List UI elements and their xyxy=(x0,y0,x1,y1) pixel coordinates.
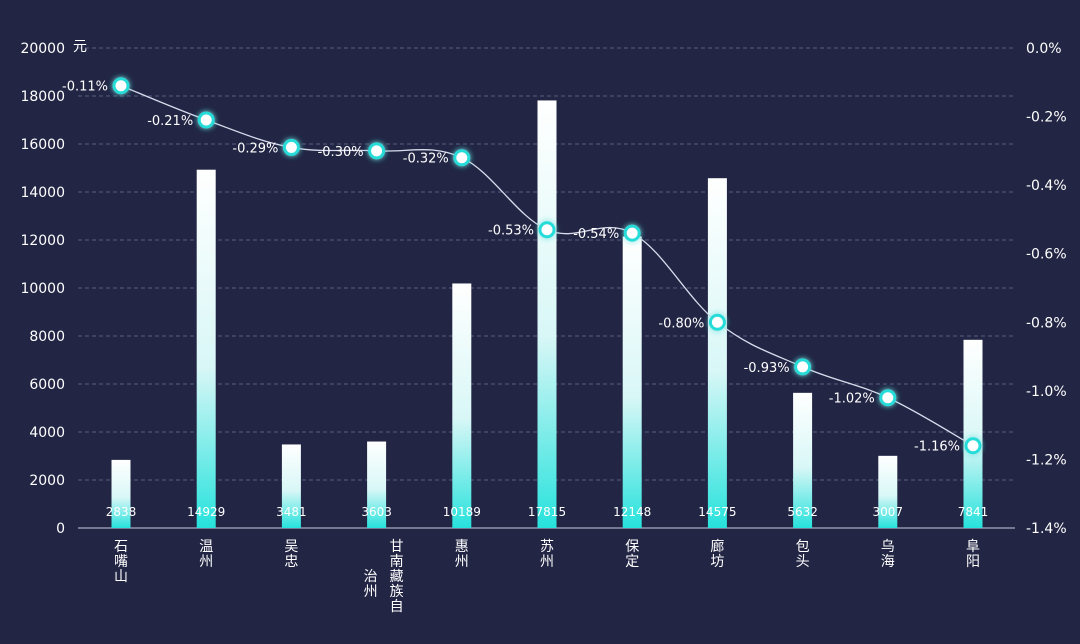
line-point xyxy=(708,313,726,331)
x-tick-label: 石 xyxy=(114,539,128,555)
x-tick-label: 州 xyxy=(540,554,554,570)
line-value-label: -0.29% xyxy=(232,141,278,156)
x-tick-label: 苏 xyxy=(540,539,554,555)
line-series xyxy=(112,77,982,455)
y-right-tick-label: -1.0% xyxy=(1026,384,1067,400)
y-left-tick-label: 2000 xyxy=(29,473,65,489)
line-point xyxy=(879,389,897,407)
bar-value-label: 3481 xyxy=(276,505,307,519)
bar xyxy=(622,236,642,528)
line-point xyxy=(538,221,556,239)
x-tick-label: 州 xyxy=(364,584,378,600)
line-value-label: -0.11% xyxy=(62,80,108,95)
x-tick-label: 阳 xyxy=(966,554,980,570)
line-value-label: -0.32% xyxy=(403,152,449,167)
y-left-tick-label: 14000 xyxy=(20,185,65,201)
bar-value-label: 12148 xyxy=(613,505,651,519)
grid-lines xyxy=(78,47,1015,481)
x-tick-label: 自 xyxy=(390,599,404,615)
x-tick-label: 治 xyxy=(364,569,378,585)
bar-value-label: 3007 xyxy=(873,505,904,519)
x-tick-label: 嘴 xyxy=(114,554,128,570)
x-tick-label: 州 xyxy=(455,554,469,570)
bar-value-label: 17815 xyxy=(528,505,566,519)
y-left-tick-label: 10000 xyxy=(20,281,65,297)
axes: 0 2000 4000 6000 8000 10000 12000 14000 16000 180… xyxy=(20,39,1066,537)
line-point xyxy=(368,142,386,160)
x-tick-label: 包 xyxy=(796,539,810,555)
y-right-tick-label: -0.4% xyxy=(1026,178,1067,194)
x-tick-label: 定 xyxy=(625,554,639,570)
line-value-label: -1.16% xyxy=(914,440,960,455)
x-tick-label: 忠 xyxy=(284,554,298,570)
bar xyxy=(196,169,216,529)
x-tick-label: 乌 xyxy=(881,539,895,555)
bar xyxy=(793,392,813,528)
y-left-tick-label: 4000 xyxy=(29,425,65,441)
y-left-tick-label: 20000 xyxy=(20,41,65,57)
x-tick-label: 族 xyxy=(390,584,404,600)
x-tick-label: 吴 xyxy=(284,539,298,555)
x-tick-label: 阜 xyxy=(966,538,980,555)
line-point xyxy=(794,358,812,376)
y-right-tick-label: -0.8% xyxy=(1026,315,1067,331)
x-tick-label: 头 xyxy=(796,554,810,570)
y-left-tick-label: 6000 xyxy=(29,377,65,393)
y-right-tick-label: -0.6% xyxy=(1026,247,1067,263)
y-right-tick-label: -0.2% xyxy=(1026,110,1067,126)
data-labels: 2838 14929 3481 3603 10189 17815 12148 14575 563… xyxy=(62,80,988,615)
x-tick-label: 甘 xyxy=(390,539,404,555)
y-left-tick-label: 18000 xyxy=(20,89,65,105)
bar xyxy=(707,178,727,528)
y-right-tick-label: 0.0% xyxy=(1026,41,1062,57)
y-left-tick-label: 12000 xyxy=(20,233,65,249)
line-value-label: -0.21% xyxy=(147,114,193,129)
x-tick-label: 藏 xyxy=(390,569,404,585)
line-point xyxy=(112,77,130,95)
x-tick-label: 山 xyxy=(114,569,128,585)
bar-value-label: 7841 xyxy=(958,505,989,519)
x-tick-label: 海 xyxy=(881,554,895,570)
line-value-label: -0.80% xyxy=(658,316,704,331)
y-right-tick-label: -1.4% xyxy=(1026,521,1067,537)
line-value-label: -1.02% xyxy=(829,392,875,407)
x-tick-label: 惠 xyxy=(455,539,469,555)
y-left-tick-label: 8000 xyxy=(29,329,65,345)
bar xyxy=(111,459,131,528)
bar-value-label: 3603 xyxy=(361,505,392,519)
y-left-tick-label: 0 xyxy=(56,521,65,537)
x-tick-label: 温 xyxy=(199,539,213,555)
bar xyxy=(281,444,301,528)
x-tick-label: 州 xyxy=(199,554,213,570)
bar-value-label: 2838 xyxy=(106,505,137,519)
bar xyxy=(537,100,557,528)
bar xyxy=(367,441,387,528)
line-value-label: -0.30% xyxy=(318,145,364,160)
bar xyxy=(963,339,983,528)
bar-value-label: 14575 xyxy=(698,505,736,519)
bar xyxy=(878,455,898,528)
y-right-tick-label: -1.2% xyxy=(1026,452,1067,468)
line-point xyxy=(623,224,641,242)
line-point xyxy=(453,149,471,167)
x-tick-label: 坊 xyxy=(710,554,724,570)
x-tick-label: 南 xyxy=(390,554,404,570)
bar-value-label: 5632 xyxy=(787,505,818,519)
bar-value-label: 10189 xyxy=(443,505,481,519)
bar xyxy=(452,283,472,528)
line-value-label: -0.54% xyxy=(573,227,619,242)
line-value-label: -0.53% xyxy=(488,224,534,239)
line-point xyxy=(197,111,215,129)
bar-value-label: 14929 xyxy=(187,505,225,519)
line-value-label: -0.93% xyxy=(744,361,790,376)
line-point xyxy=(964,437,982,455)
y-left-tick-label: 16000 xyxy=(20,137,65,153)
bar-series xyxy=(111,100,983,529)
x-tick-label: 保 xyxy=(625,539,639,555)
x-tick-label: 廊 xyxy=(710,538,724,555)
y-left-unit: 元 xyxy=(73,39,87,55)
line-point xyxy=(282,138,300,156)
